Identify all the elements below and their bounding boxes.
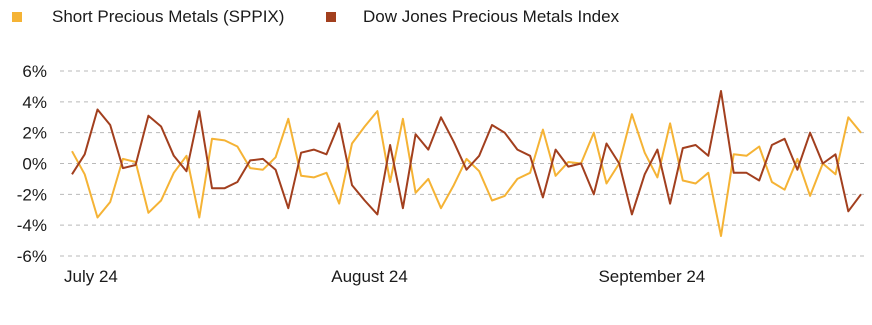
series-line-djpmi <box>71 90 862 216</box>
y-tick-label: 6% <box>22 62 47 81</box>
x-tick-label: July 24 <box>64 267 118 286</box>
x-tick-label: August 24 <box>331 267 408 286</box>
y-axis-ticks: 6% 4% 2% 0% -2% -4% -6% <box>17 62 47 266</box>
x-tick-label: September 24 <box>598 267 705 286</box>
y-tick-label: -6% <box>17 247 47 266</box>
x-axis-ticks: July 24 August 24 September 24 <box>64 267 705 286</box>
legend-label-djpmi: Dow Jones Precious Metals Index <box>363 7 620 26</box>
y-tick-label: -4% <box>17 216 47 235</box>
legend-swatch-djpmi <box>326 12 336 22</box>
y-tick-label: -2% <box>17 185 47 204</box>
legend-swatch-sppix <box>12 12 22 22</box>
y-tick-label: 4% <box>22 93 47 112</box>
legend-label-sppix: Short Precious Metals (SPPIX) <box>52 7 284 26</box>
series-layer <box>71 90 862 237</box>
series-line-sppix <box>71 110 862 237</box>
legend: Short Precious Metals (SPPIX) Dow Jones … <box>12 7 620 26</box>
y-tick-label: 0% <box>22 155 47 174</box>
y-tick-label: 2% <box>22 124 47 143</box>
